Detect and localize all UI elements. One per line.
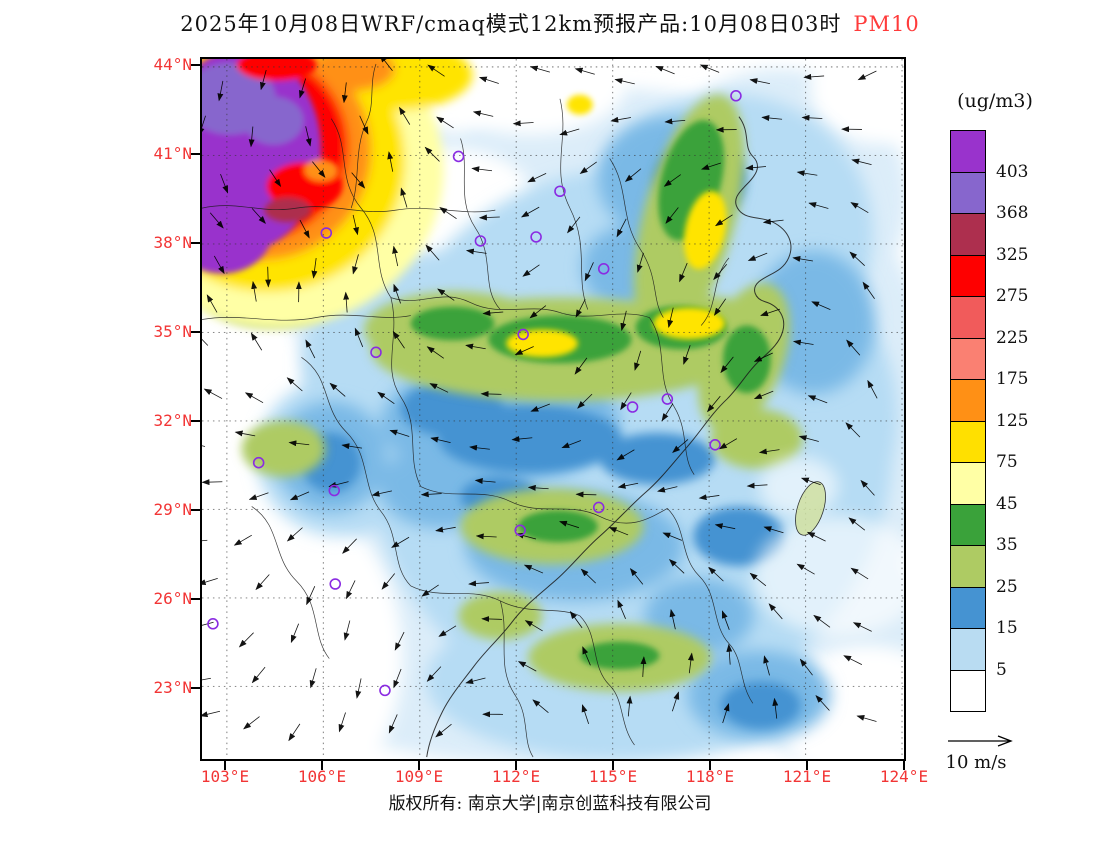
lat-tick-mark <box>191 242 200 244</box>
legend-value: 25 <box>996 576 1018 597</box>
legend-color-box <box>950 130 986 173</box>
legend-color-box <box>950 171 986 214</box>
city-marker <box>517 328 529 341</box>
city-marker <box>661 393 674 405</box>
city-marker <box>452 150 465 163</box>
legend-value: 75 <box>996 452 1018 472</box>
copyright: 版权所有: 南京大学|南京创蓝科技有限公司 <box>388 794 712 814</box>
city-marker <box>379 684 391 697</box>
legend-color-box <box>950 379 986 422</box>
lat-tick-label: 44°N <box>153 55 192 74</box>
legend-color-box <box>950 462 986 505</box>
lat-tick-mark <box>191 153 200 155</box>
lat-tick-label: 38°N <box>153 233 192 252</box>
lat-tick-label: 35°N <box>153 322 192 341</box>
wind-vectors <box>202 59 878 742</box>
lat-tick-label: 32°N <box>153 411 192 430</box>
legend-color-box <box>950 213 986 256</box>
legend-color-box <box>950 254 986 297</box>
lat-tick-label: 23°N <box>153 678 192 697</box>
lon-tick-label: 106°E <box>297 767 347 786</box>
city-marker <box>474 235 487 247</box>
title-pollutant: PM10 <box>853 12 920 36</box>
lon-tick-label: 115°E <box>588 767 638 786</box>
city-marker <box>730 90 742 102</box>
lon-tick-label: 118°E <box>685 767 735 786</box>
lon-tick-label: 121°E <box>782 767 832 786</box>
legend-color-box <box>950 586 986 629</box>
city-marker <box>530 231 542 243</box>
coastline <box>426 116 792 758</box>
island-outline <box>795 481 826 536</box>
city-marker <box>592 501 605 514</box>
legend-value: 175 <box>996 369 1029 389</box>
legend-color-box <box>950 503 986 546</box>
legend-value: 225 <box>996 327 1029 348</box>
lat-tick-mark <box>191 331 200 333</box>
province-boundaries <box>202 63 826 758</box>
city-marker <box>207 618 219 630</box>
pm10-hotspot-core <box>202 59 343 274</box>
city-marker <box>626 401 639 413</box>
wind-reference-arrow <box>948 735 1013 747</box>
lon-tick-mark <box>903 761 905 770</box>
lon-tick-mark <box>612 761 614 770</box>
lon-tick-mark <box>709 761 711 770</box>
legend-value: 403 <box>996 161 1029 182</box>
city-marker <box>252 456 265 469</box>
lon-tick-label: 109°E <box>394 767 444 786</box>
legend-color-box <box>950 545 986 588</box>
legend-value: 5 <box>996 659 1007 680</box>
lat-tick-label: 26°N <box>153 589 192 608</box>
legend-color-box <box>950 628 986 671</box>
city-marker <box>514 524 526 537</box>
legend-value: 325 <box>996 244 1029 265</box>
lon-tick-label: 124°E <box>879 767 929 786</box>
forecast-map-svg <box>202 59 904 759</box>
lon-tick-mark <box>515 761 517 770</box>
legend-color-box <box>950 296 986 339</box>
title-text: 2025年10月08日WRF/cmaq模式12km预报产品:10月08日03时 <box>180 12 842 36</box>
city-marker <box>320 227 333 239</box>
city-marker <box>370 346 382 359</box>
lat-tick-mark <box>191 687 200 689</box>
pm10-field-clear <box>202 59 904 759</box>
legend-color-box <box>950 337 986 380</box>
legend-value: 45 <box>996 493 1018 514</box>
lat-tick-label: 29°N <box>153 500 192 519</box>
legend-value: 125 <box>996 410 1029 431</box>
lon-tick-mark <box>806 761 808 770</box>
legend-color-box <box>950 420 986 463</box>
sea-clear-patch <box>753 456 904 636</box>
lon-tick-label: 112°E <box>491 767 541 786</box>
legend-value: 275 <box>996 286 1029 306</box>
lon-tick-mark <box>418 761 420 770</box>
lon-tick-mark <box>321 761 323 770</box>
legend-value: 368 <box>996 203 1029 223</box>
city-marker <box>597 263 610 275</box>
page-title: 2025年10月08日WRF/cmaq模式12km预报产品:10月08日03时 P… <box>0 8 1100 38</box>
lat-tick-mark <box>191 598 200 600</box>
legend-color-box <box>950 669 986 712</box>
lat-tick-mark <box>191 509 200 511</box>
legend-value: 35 <box>996 535 1018 555</box>
lat-tick-mark <box>191 64 200 66</box>
city-marker <box>328 484 341 497</box>
city-marker <box>709 439 721 451</box>
legend-value: 15 <box>996 618 1018 638</box>
lat-tick-mark <box>191 420 200 422</box>
wind-scale-label: 10 m/s <box>945 752 1007 773</box>
lat-tick-label: 41°N <box>153 144 192 163</box>
lon-tick-label: 103°E <box>200 767 250 786</box>
map-frame <box>200 57 906 761</box>
city-markers <box>207 90 742 697</box>
city-marker <box>329 578 342 590</box>
legend-units: (ug/m3) <box>957 90 1033 112</box>
lon-tick-mark <box>224 761 226 770</box>
city-marker <box>554 185 566 198</box>
